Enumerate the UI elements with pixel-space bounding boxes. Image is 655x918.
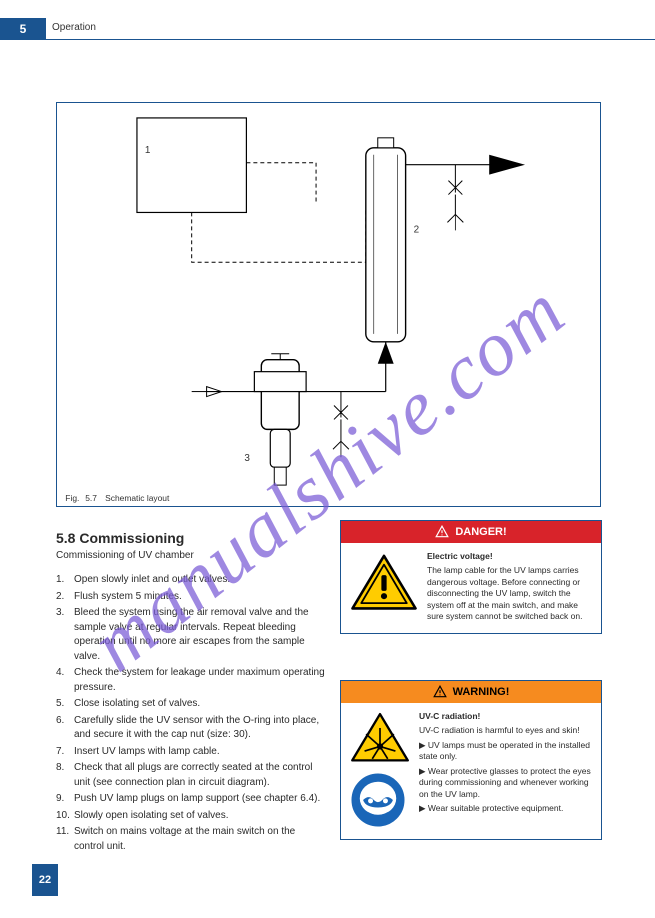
schematic-label-2-key: 2	[414, 224, 420, 235]
schematic-label-1-key: 1	[145, 145, 151, 156]
danger-body-text: The lamp cable for the UV lamps carries …	[427, 565, 593, 622]
header-section-text: Operation	[52, 22, 96, 33]
alert-triangle-icon	[435, 525, 449, 539]
danger-title: Electric voltage!	[427, 551, 593, 562]
warning-title: UV-C radiation!	[419, 711, 593, 722]
list-item: Check the system for leakage under maxim…	[74, 666, 326, 695]
warning-line: UV lamps must be operated in the install…	[419, 740, 590, 761]
hazard-generic-icon	[349, 551, 419, 615]
warning-text: UV-C radiation! UV-C radiation is harmfu…	[419, 711, 593, 829]
list-item: Carefully slide the UV sensor with the O…	[74, 714, 326, 743]
section-title: 5.8 Commissioning	[56, 530, 326, 546]
hazard-radiation-icon	[349, 711, 411, 765]
warning-header: WARNING!	[341, 681, 601, 703]
danger-text: Electric voltage! The lamp cable for the…	[427, 551, 593, 623]
list-item: Insert UV lamps with lamp cable.	[74, 745, 220, 760]
list-item: Switch on mains voltage at the main swit…	[74, 825, 326, 854]
header-tab: 5	[0, 18, 46, 40]
commissioning-list: 1.Open slowly inlet and outlet valves. 2…	[56, 573, 326, 854]
list-item: Check that all plugs are correctly seate…	[74, 761, 326, 790]
page-number: 22	[32, 864, 58, 896]
danger-panel: DANGER! Electric voltage! The lamp cable…	[340, 520, 602, 634]
section-subtitle: Commissioning of UV chamber	[56, 550, 326, 561]
left-column: 5.8 Commissioning Commissioning of UV ch…	[56, 530, 326, 856]
schematic-diagram: 1 2 3	[56, 102, 601, 507]
list-item: Push UV lamp plugs on lamp support (see …	[74, 792, 320, 807]
list-item: Bleed the system using the air removal v…	[74, 606, 326, 664]
page-header: 5 Operation	[0, 18, 655, 40]
list-item: Slowly open isolating set of valves.	[74, 809, 229, 824]
svg-text:Fig.: Fig.	[65, 493, 79, 503]
list-item: Open slowly inlet and outlet valves.	[74, 573, 230, 588]
warning-panel: WARNING!	[340, 680, 602, 840]
alert-triangle-icon	[433, 685, 447, 699]
list-item: Flush system 5 minutes.	[74, 590, 182, 605]
warning-line: Wear suitable protective equipment.	[428, 803, 563, 813]
schematic-svg: 1 2 3	[57, 103, 600, 506]
mandatory-goggles-icon	[349, 771, 407, 829]
schematic-label-3-key: 3	[244, 453, 250, 464]
danger-header: DANGER!	[341, 521, 601, 543]
warning-header-text: WARNING!	[453, 686, 510, 698]
svg-text:Schematic layout: Schematic layout	[105, 493, 170, 503]
list-item: Close isolating set of valves.	[74, 697, 200, 712]
svg-text:5.7: 5.7	[85, 493, 97, 503]
filter-body	[254, 354, 306, 485]
warning-line: Wear protective glasses to protect the e…	[419, 766, 591, 799]
warning-line: UV-C radiation is harmful to eyes and sk…	[419, 725, 593, 736]
danger-header-text: DANGER!	[455, 526, 506, 538]
